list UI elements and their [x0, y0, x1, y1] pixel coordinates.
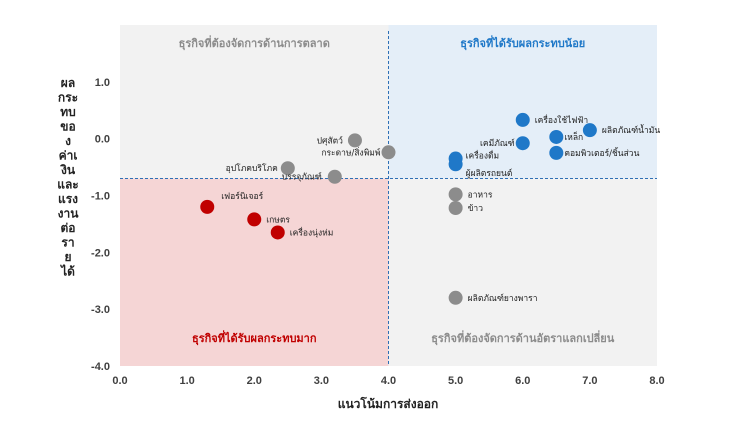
quadrant-label-bottom-left: ธุรกิจที่ได้รับผลกระทบมาก: [192, 330, 317, 346]
y-axis-title-line: งาน: [58, 207, 80, 221]
x-tick-label: 7.0: [582, 375, 597, 387]
quadrant-labels: ธุรกิจที่ต้องจัดการด้านการตลาดธุรกิจที่ไ…: [179, 35, 615, 346]
point-label: เครื่องดื่ม: [466, 150, 500, 162]
y-axis-title-line: ได้: [59, 264, 75, 279]
data-point: [270, 225, 285, 240]
x-tick-label: 8.0: [649, 375, 664, 387]
y-axis-title-line: กระ: [58, 91, 78, 105]
data-point: [582, 123, 597, 138]
quadrant-label-bottom-right: ธุรกิจที่ต้องจัดการด้านอัตราแลกเปลี่ยน: [431, 330, 615, 346]
y-axis-title-line: ค่าเ: [59, 149, 78, 163]
point-label: เครื่องใช้ไฟฟ้า: [535, 114, 588, 126]
y-tick-label: -3.0: [91, 304, 110, 316]
data-points: [200, 112, 597, 305]
x-tick-label: 1.0: [179, 375, 194, 387]
quadrant-bottom-right: [388, 178, 657, 366]
axis-ticks: 0.0 1.0 2.0 3.0 4.0 5.0 6.0 7.0 8.0 1.0 0.0 -1.0 -2.…: [91, 77, 665, 387]
point-label: เหล็ก: [564, 131, 583, 143]
data-point: [448, 187, 463, 202]
data-point: [327, 169, 342, 184]
data-point: [247, 212, 262, 227]
quadrant-top-right: [388, 25, 657, 179]
point-label: ผลิตภัณฑ์น้ำมัน: [602, 124, 660, 136]
y-axis-title-line: ง: [65, 134, 71, 148]
quadrant-label-top-left: ธุรกิจที่ต้องจัดการด้านการตลาด: [179, 35, 330, 51]
y-tick-label: 0.0: [95, 134, 110, 146]
data-point: [549, 129, 564, 144]
x-tick-label: 5.0: [448, 375, 463, 387]
point-label: เฟอร์นิเจอร์: [221, 191, 263, 202]
data-point: [448, 201, 463, 216]
point-label: เกษตร: [266, 215, 290, 225]
quadrant-top-left: [120, 25, 389, 179]
x-tick-label: 0.0: [112, 375, 127, 387]
quadrant-label-top-right: ธุรกิจที่ได้รับผลกระทบน้อย: [460, 35, 585, 51]
data-point: [347, 133, 362, 148]
x-tick-label: 4.0: [381, 375, 396, 387]
y-axis-title-line: ย: [64, 250, 71, 264]
reference-lines: [120, 31, 657, 366]
y-tick-label: -1.0: [91, 191, 110, 203]
x-tick-label: 2.0: [247, 375, 262, 387]
data-point: [515, 136, 530, 151]
y-tick-label: -4.0: [91, 361, 110, 373]
data-point: [549, 145, 564, 160]
point-label: อาหาร: [468, 190, 493, 200]
y-axis-title-line: ต่อ: [61, 221, 76, 235]
point-label: คอมพิวเตอร์/ชิ้นส่วน: [564, 147, 639, 159]
y-axis-title-line: ทบ: [60, 105, 76, 119]
point-label: เคมีภัณฑ์: [480, 138, 515, 149]
quadrant-bottom-left: [120, 178, 389, 366]
data-point: [448, 290, 463, 305]
y-axis-title-line: ผล: [61, 76, 75, 90]
point-label: ผู้ผลิตรถยนต์: [466, 168, 513, 179]
data-point: [515, 112, 530, 127]
y-axis-title-line: งิน: [60, 163, 76, 177]
y-tick-label: -2.0: [91, 247, 110, 259]
x-tick-label: 6.0: [515, 375, 530, 387]
point-label: บรรจุภัณฑ์: [282, 172, 322, 183]
data-point: [381, 145, 396, 160]
point-label: ข้าว: [468, 203, 484, 214]
data-point: [448, 157, 463, 172]
point-label: กระดาษ/สิ่งพิมพ์: [321, 146, 380, 158]
y-axis-title-line: แรง: [58, 192, 78, 206]
point-label: ปศุสัตว์: [317, 135, 343, 146]
y-axis-title-line: ขอ: [60, 120, 75, 134]
y-axis-title-line: รา: [61, 236, 74, 250]
y-tick-label: 1.0: [95, 77, 110, 89]
point-labels: เครื่องใช้ไฟฟ้าผลิตภัณฑ์น้ำมันเหล็กเคมีภ…: [221, 114, 660, 304]
point-label: อุปโภคบริโภค: [226, 163, 278, 174]
point-label: ผลิตภัณฑ์ยางพารา: [468, 293, 538, 304]
y-axis-title-line: และ: [57, 178, 79, 192]
data-point: [200, 199, 215, 214]
data-point: [280, 161, 295, 176]
x-axis-title: แนวโน้มการส่งออก: [338, 396, 439, 411]
quadrant-backgrounds: [120, 25, 657, 366]
point-label: เครื่องนุ่งห่ม: [290, 226, 334, 238]
x-tick-label: 3.0: [314, 375, 329, 387]
